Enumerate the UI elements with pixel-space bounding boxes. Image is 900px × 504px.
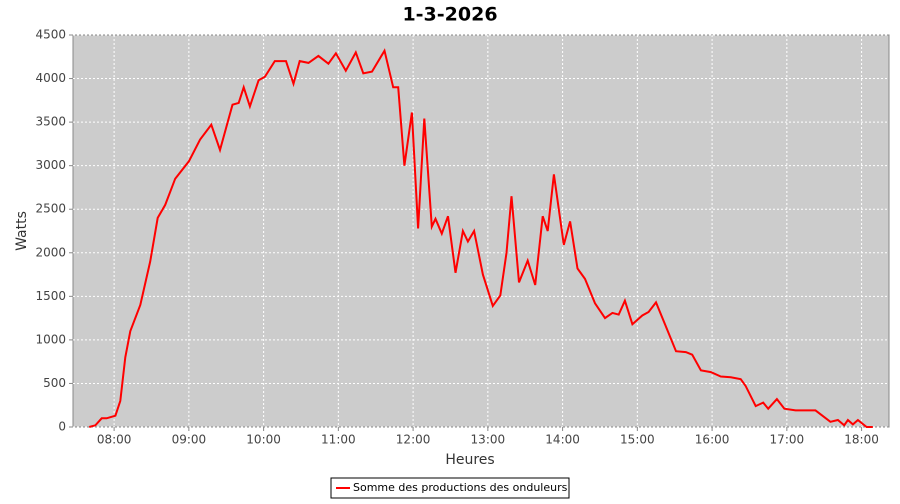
y-tick-label: 1000 (35, 332, 66, 346)
plot-area (72, 34, 890, 428)
y-tick-label: 4500 (35, 28, 66, 42)
x-tick-label: 16:00 (695, 433, 730, 447)
x-tick-label: 17:00 (770, 433, 805, 447)
y-tick-label: 2500 (35, 202, 66, 216)
y-tick-label: 4000 (35, 71, 66, 85)
y-axis-label: Watts (14, 211, 30, 251)
legend-box (330, 477, 570, 499)
x-tick-label: 15:00 (620, 433, 655, 447)
y-tick-label: 3500 (35, 115, 66, 129)
x-tick-label: 14:00 (545, 433, 580, 447)
chart-title: 1-3-2026 (402, 4, 497, 26)
x-tick-label: 08:00 (97, 433, 132, 447)
x-tick-label: 11:00 (321, 433, 356, 447)
x-tick-label: 18:00 (844, 433, 879, 447)
y-tick-label: 3000 (35, 158, 66, 172)
x-tick-label: 12:00 (396, 433, 431, 447)
data-line (88, 48, 873, 428)
y-tick-label: 0 (58, 420, 66, 434)
y-tick-label: 500 (43, 376, 66, 390)
x-tick-label: 09:00 (172, 433, 207, 447)
x-axis-label: Heures (445, 452, 494, 468)
y-tick-label: 1500 (35, 289, 66, 303)
x-tick-label: 10:00 (246, 433, 281, 447)
y-tick-label: 2000 (35, 245, 66, 259)
legend-label: Somme des productions des onduleurs (353, 481, 568, 494)
x-tick-label: 13:00 (471, 433, 506, 447)
